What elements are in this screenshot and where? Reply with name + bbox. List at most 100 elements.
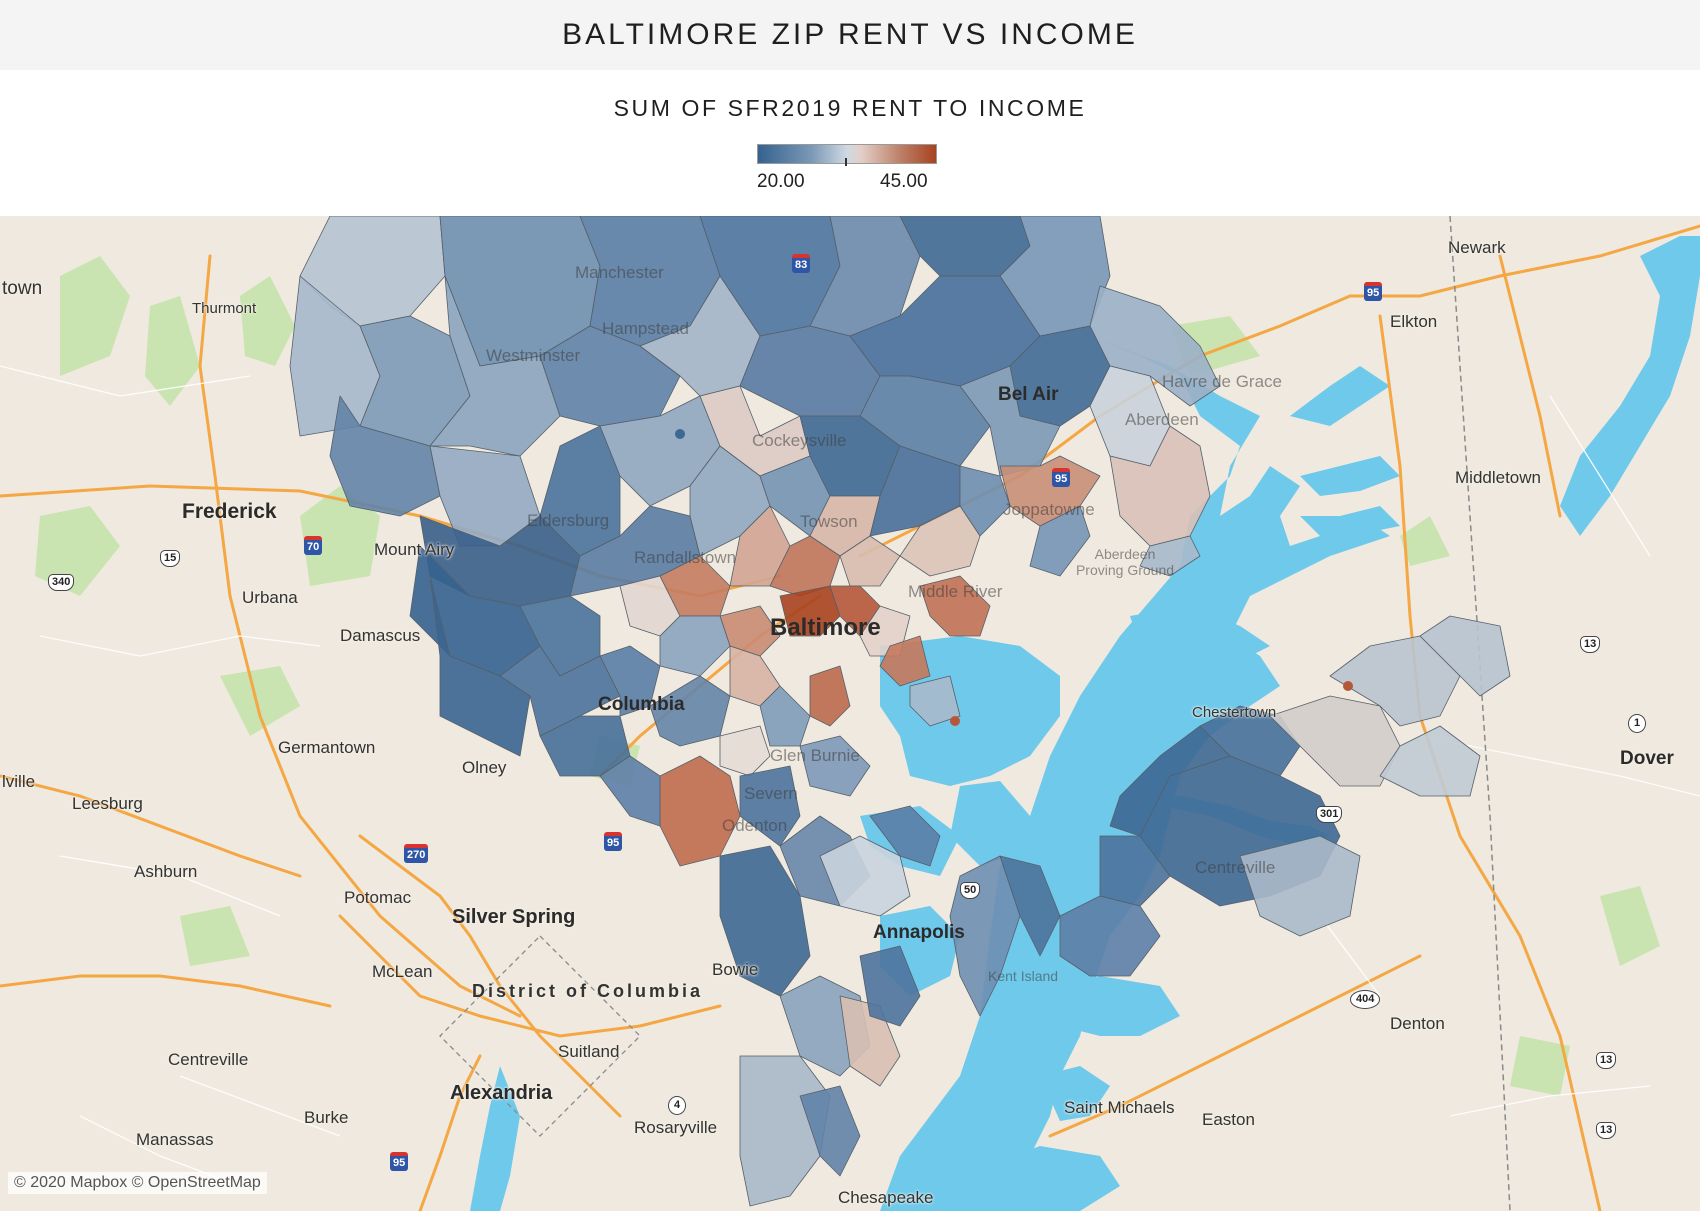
zip-region[interactable]	[999, 855, 1061, 957]
zip-region[interactable]	[799, 735, 871, 797]
place-label: Glen Burnie	[770, 746, 860, 765]
place-label: Cockeysville	[752, 431, 847, 450]
zip-region[interactable]	[819, 835, 911, 917]
zip-region[interactable]	[1029, 505, 1091, 577]
dashboard-title-bar: BALTIMORE ZIP RENT VS INCOME	[0, 0, 1700, 70]
place-label: Easton	[1202, 1110, 1255, 1129]
zip-region[interactable]	[799, 1085, 861, 1177]
us-route-shield: 340	[48, 574, 75, 591]
zip-region[interactable]	[879, 635, 931, 687]
place-label: Middle River	[908, 582, 1003, 601]
highway-network	[0, 224, 1700, 1211]
point-marker[interactable]	[1343, 681, 1353, 691]
interstate-shield: 83	[792, 254, 811, 273]
place-label: Damascus	[340, 626, 421, 645]
zip-region[interactable]	[659, 755, 741, 867]
place-label: Suitland	[558, 1042, 620, 1061]
zip-region[interactable]	[1239, 835, 1361, 937]
place-label: Kent Island	[988, 968, 1059, 984]
place-label: Chestertown	[1192, 704, 1277, 721]
place-label: Annapolis	[873, 922, 965, 943]
place-label: Germantown	[278, 738, 376, 757]
map-canvas[interactable]	[0, 216, 1700, 1211]
zip-region[interactable]	[959, 465, 1011, 537]
place-label: Centreville	[168, 1050, 249, 1069]
legend-midpoint-tick	[845, 158, 847, 166]
zip-region[interactable]	[899, 505, 981, 577]
place-label: town	[2, 278, 43, 299]
interstate-shield: 95	[1364, 282, 1383, 301]
zip-region[interactable]	[859, 945, 921, 1027]
color-legend-ramp	[757, 144, 937, 164]
place-label: Manassas	[136, 1130, 214, 1149]
us-route-shield: 50	[960, 882, 981, 899]
zip-choropleth-layer[interactable]	[289, 216, 1511, 1207]
us-route-shield: 13	[1580, 636, 1601, 653]
place-label: Aberdeen	[1125, 410, 1199, 429]
place-label: Hampstead	[602, 319, 689, 338]
legend-max-label: 45.00	[880, 171, 928, 192]
zip-region[interactable]	[719, 845, 811, 997]
place-label: Urbana	[242, 588, 298, 607]
zip-region[interactable]	[1139, 535, 1201, 577]
interstate-shield: 95	[604, 832, 623, 851]
zip-region[interactable]	[599, 755, 661, 827]
place-label: Bel Air	[998, 384, 1059, 405]
place-label: District of Columbia	[472, 981, 704, 1001]
zip-region[interactable]	[869, 805, 941, 867]
zip-region[interactable]	[739, 765, 801, 847]
interstate-shield: 95	[390, 1152, 409, 1171]
place-label: Centreville	[1195, 858, 1276, 877]
place-label: Eldersburg	[527, 511, 610, 530]
place-label: Silver Spring	[452, 906, 576, 928]
place-label: Havre de Grace	[1162, 372, 1282, 391]
point-marker[interactable]	[950, 716, 960, 726]
us-route-shield: 15	[160, 550, 181, 567]
state-route-shield: 404	[1350, 990, 1381, 1009]
place-label: Alexandria	[450, 1082, 553, 1104]
place-label: Dover	[1620, 748, 1674, 769]
map-view[interactable]: Manchester Hampstead Westminster Cockeys…	[0, 216, 1700, 1211]
zip-region[interactable]	[1379, 725, 1481, 797]
zip-region[interactable]	[779, 585, 841, 637]
us-route-shield: 13	[1596, 1122, 1617, 1139]
place-label: Leesburg	[72, 794, 143, 813]
place-label: Elkton	[1390, 312, 1438, 331]
place-label: Chesapeake	[838, 1188, 934, 1207]
map-attribution[interactable]: © 2020 Mapbox © OpenStreetMap	[8, 1172, 267, 1194]
point-marker[interactable]	[675, 429, 685, 439]
us-route-shield: 301	[1316, 806, 1343, 823]
place-label: McLean	[372, 962, 433, 981]
place-label: Ashburn	[134, 862, 198, 881]
place-label: Randallstown	[634, 548, 737, 567]
zip-region[interactable]	[1109, 725, 1231, 837]
chesapeake-bay-water	[470, 236, 1700, 1211]
zip-region[interactable]	[659, 555, 731, 617]
zip-region[interactable]	[909, 675, 961, 727]
zip-region[interactable]	[429, 575, 531, 757]
place-label: Newark	[1448, 238, 1506, 257]
place-label: Columbia	[598, 694, 685, 715]
zip-region[interactable]	[729, 505, 791, 587]
place-label: Odenton	[722, 816, 788, 835]
zip-region[interactable]	[1329, 635, 1461, 727]
zip-region[interactable]	[759, 685, 811, 747]
place-label: Manchester	[575, 263, 664, 282]
zip-region[interactable]	[719, 725, 771, 777]
zip-region[interactable]	[739, 1055, 831, 1207]
interstate-shield: 270	[404, 844, 429, 863]
zip-region[interactable]	[1099, 835, 1171, 907]
zip-region[interactable]	[959, 365, 1061, 477]
place-label: lville	[2, 772, 36, 791]
zip-region[interactable]	[839, 535, 901, 587]
zip-region[interactable]	[809, 665, 851, 727]
state-route-shield: 4	[668, 1096, 687, 1115]
zip-region[interactable]	[429, 275, 561, 457]
place-label: Middletown	[1455, 468, 1541, 487]
place-label: Joppatowne	[1003, 500, 1095, 519]
zip-region[interactable]	[1419, 615, 1511, 697]
place-label: Severn	[744, 784, 798, 803]
zip-region[interactable]	[329, 395, 441, 517]
zip-region[interactable]	[919, 575, 991, 637]
place-label: Bowie	[712, 960, 759, 979]
